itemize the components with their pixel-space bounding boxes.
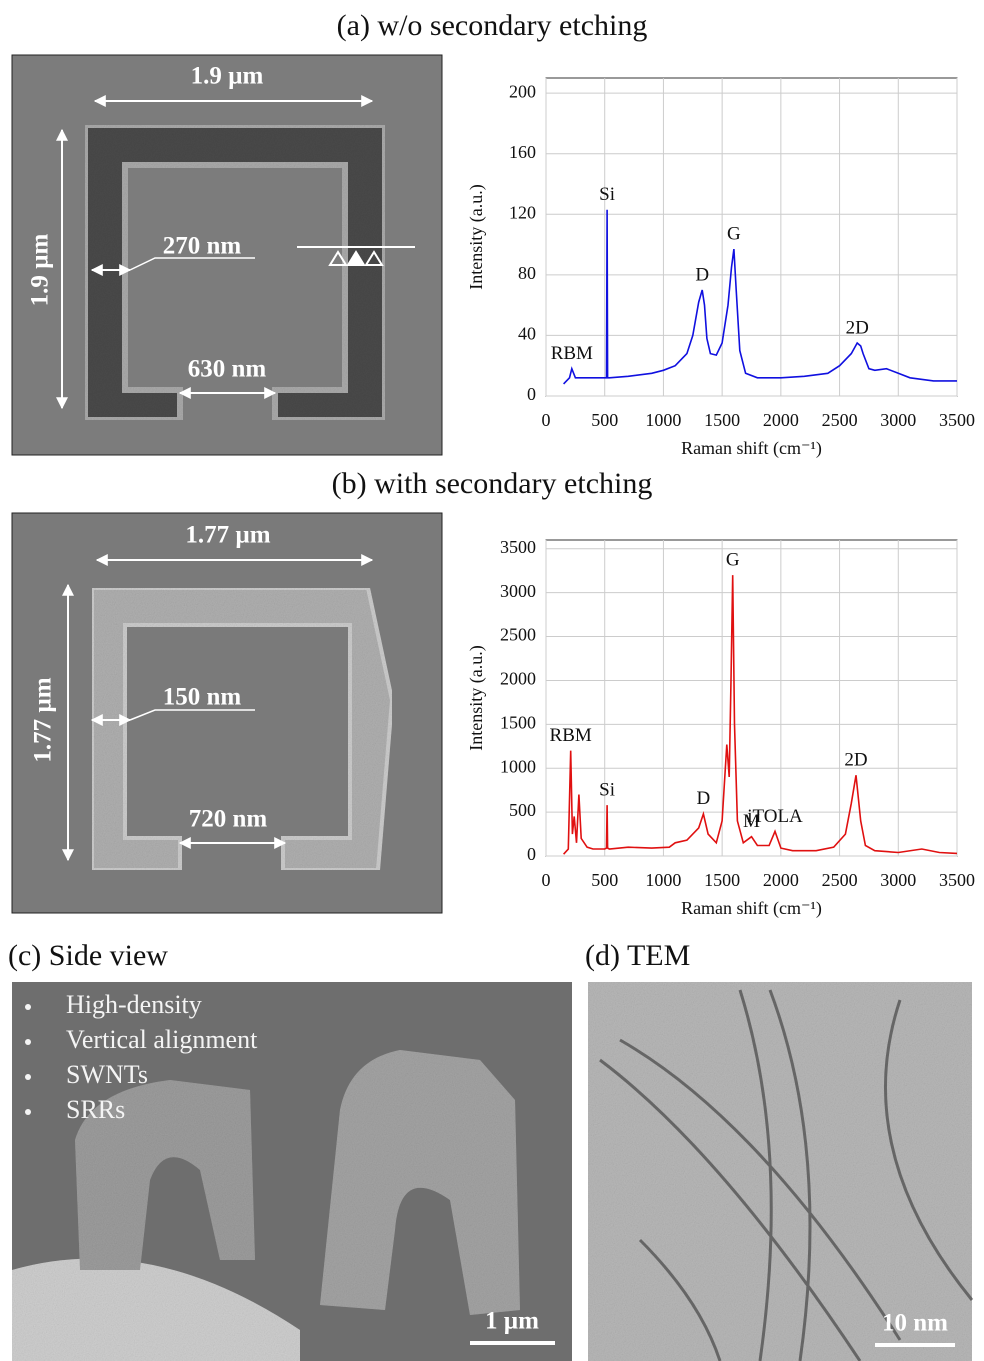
peak-label: RBM: [550, 725, 592, 746]
y-tick-label: 3000: [500, 581, 536, 601]
panel-title: (a) w/o secondary etching: [337, 9, 648, 42]
y-axis-label: Intensity (a.u.): [466, 645, 487, 750]
y-tick-label: 3500: [500, 537, 536, 557]
y-tick-label: 1000: [500, 756, 536, 776]
x-tick-label: 500: [591, 870, 618, 890]
panel-title: (d) TEM: [585, 939, 690, 972]
peak-label: 2D: [846, 317, 869, 338]
x-tick-label: 0: [542, 410, 551, 430]
x-tick-label: 500: [591, 410, 618, 430]
peak-label: G: [727, 223, 741, 244]
x-tick-label: 2000: [763, 410, 799, 430]
sem-image: 1.9 µm 1.9 µm 270 nm 630 nm: [11, 54, 443, 456]
x-tick-label: 2500: [822, 410, 858, 430]
x-tick-label: 1500: [704, 410, 740, 430]
spectrum-line: [563, 209, 957, 385]
y-tick-label: 2500: [500, 625, 536, 645]
y-tick-label: 120: [509, 202, 536, 222]
x-axis-label: Raman shift (cm⁻¹): [681, 438, 822, 459]
bullet-dot: [25, 1109, 31, 1115]
bullet-dot: [25, 1004, 31, 1010]
x-tick-label: 3000: [880, 410, 916, 430]
y-tick-label: 2000: [500, 669, 536, 689]
panel-title: (b) with secondary etching: [332, 467, 653, 500]
dimension-label: 720 nm: [189, 806, 268, 833]
x-tick-label: 2000: [763, 870, 799, 890]
y-tick-label: 0: [527, 844, 536, 864]
y-tick-label: 80: [518, 263, 536, 283]
y-tick-label: 40: [518, 324, 536, 344]
y-axis-label: Intensity (a.u.): [466, 184, 487, 289]
dimension-label: 150 nm: [163, 684, 242, 711]
x-tick-label: 3500: [939, 870, 975, 890]
sem-image: 1.77 µm 1.77 µm 150 nm 720 nm: [11, 512, 443, 914]
x-tick-label: 3000: [880, 870, 916, 890]
bullet-text: SWNTs: [66, 1060, 148, 1089]
y-tick-label: 200: [509, 81, 536, 101]
peak-label: RBM: [551, 343, 593, 364]
x-axis-label: Raman shift (cm⁻¹): [681, 898, 822, 919]
peak-label: D: [696, 788, 710, 809]
dimension-label: 1.77 µm: [185, 522, 270, 549]
bullet-dot: [25, 1074, 31, 1080]
tem-image: 10 nm: [588, 982, 974, 1361]
dimension-label: 630 nm: [188, 356, 267, 383]
bullet-text: SRRs: [66, 1095, 125, 1124]
x-tick-label: 1500: [704, 870, 740, 890]
bullet-text: Vertical alignment: [66, 1025, 258, 1054]
sem-image: 1 µm: [12, 982, 572, 1361]
dimension-label: 1.9 µm: [191, 63, 264, 90]
peak-label: G: [726, 549, 740, 570]
dimension-label: 1.9 µm: [27, 233, 54, 306]
x-tick-label: 1000: [645, 410, 681, 430]
peak-label: iTOLA: [747, 806, 803, 827]
bullet-text: High-density: [66, 990, 202, 1019]
x-tick-label: 3500: [939, 410, 975, 430]
peak-label: D: [695, 264, 709, 285]
y-tick-label: 1500: [500, 712, 536, 732]
y-tick-label: 0: [527, 384, 536, 404]
x-tick-label: 2500: [822, 870, 858, 890]
y-tick-label: 500: [509, 800, 536, 820]
panel-title: (c) Side view: [8, 939, 168, 972]
x-tick-label: 0: [542, 870, 551, 890]
plot-area: [545, 77, 958, 397]
dimension-label: 1.77 µm: [30, 677, 57, 762]
y-tick-label: 160: [509, 142, 536, 162]
x-tick-label: 1000: [645, 870, 681, 890]
scale-bar-label: 1 µm: [485, 1308, 539, 1335]
dimension-label: 270 nm: [163, 233, 242, 260]
peak-label: Si: [599, 779, 615, 800]
spectrum-line: [563, 575, 958, 855]
peak-label: M: [743, 811, 760, 832]
bullet-dot: [25, 1039, 31, 1045]
scale-bar-label: 10 nm: [882, 1310, 948, 1337]
peak-label: 2D: [844, 750, 867, 771]
peak-label: Si: [599, 184, 615, 205]
